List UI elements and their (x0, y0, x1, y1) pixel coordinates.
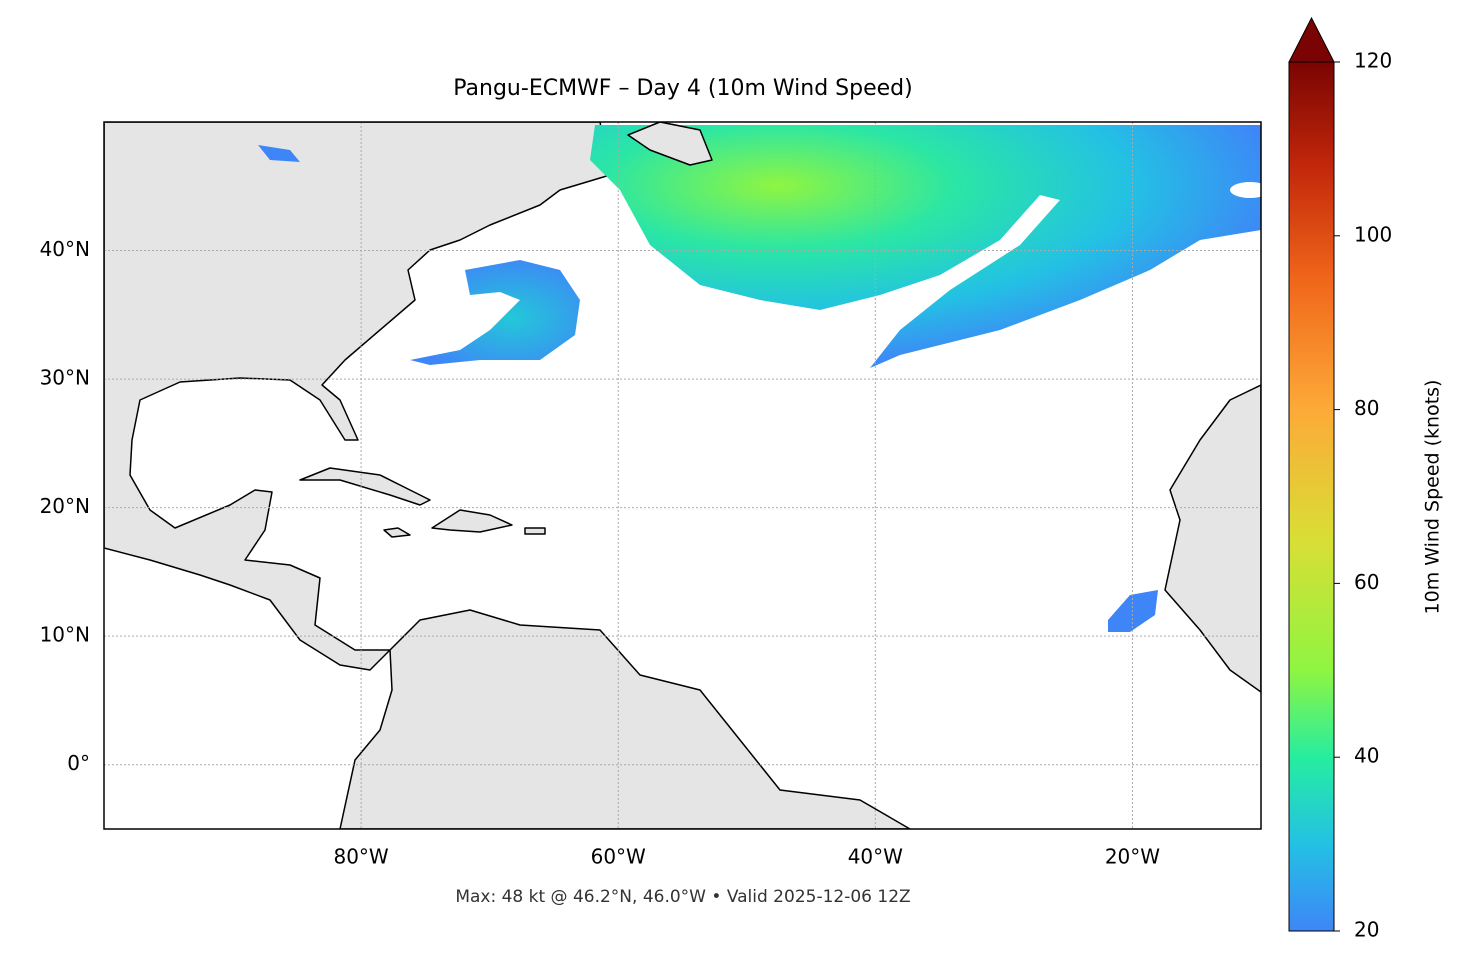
land (1164, 384, 1261, 693)
land (104, 122, 611, 671)
colorbar (1288, 61, 1335, 932)
colorbar-label: 10m Wind Speed (knots) (1422, 380, 1444, 615)
colorbar-tick-label: 120 (1354, 49, 1392, 73)
wind-gap (1230, 182, 1261, 198)
footer: Max: 48 kt @ 46.2°N, 46.0°W • Valid 2025… (455, 887, 910, 907)
land (524, 527, 546, 535)
map (104, 122, 1261, 829)
x-tick-label: 40°W (848, 845, 903, 869)
colorbar-tick-label: 60 (1354, 570, 1379, 594)
wind-field (410, 260, 580, 365)
colorbar-tick-label: 40 (1354, 744, 1379, 768)
colorbar-tick-label: 80 (1354, 396, 1379, 420)
x-tick-label: 80°W (333, 845, 388, 869)
x-tick-label: 60°W (591, 845, 646, 869)
land (431, 509, 513, 533)
land (383, 527, 411, 538)
chart-title: Pangu-ECMWF – Day 4 (10m Wind Speed) (453, 76, 912, 101)
colorbar-extend (1288, 16, 1335, 63)
land (299, 467, 431, 506)
wind-field (590, 125, 1261, 368)
wind-field (1108, 590, 1158, 632)
colorbar-tick-label: 100 (1354, 222, 1392, 246)
x-tick-label: 20°W (1105, 845, 1160, 869)
y-tick-label: 0° (67, 751, 90, 775)
y-tick-label: 20°N (40, 494, 90, 518)
y-tick-label: 10°N (40, 623, 90, 647)
wind-field (258, 145, 300, 162)
y-tick-label: 30°N (40, 366, 90, 390)
map-frame (103, 121, 1262, 830)
colorbar-tick-label: 20 (1354, 918, 1379, 942)
land (627, 122, 713, 166)
land (339, 609, 911, 829)
y-tick-label: 40°N (40, 237, 90, 261)
